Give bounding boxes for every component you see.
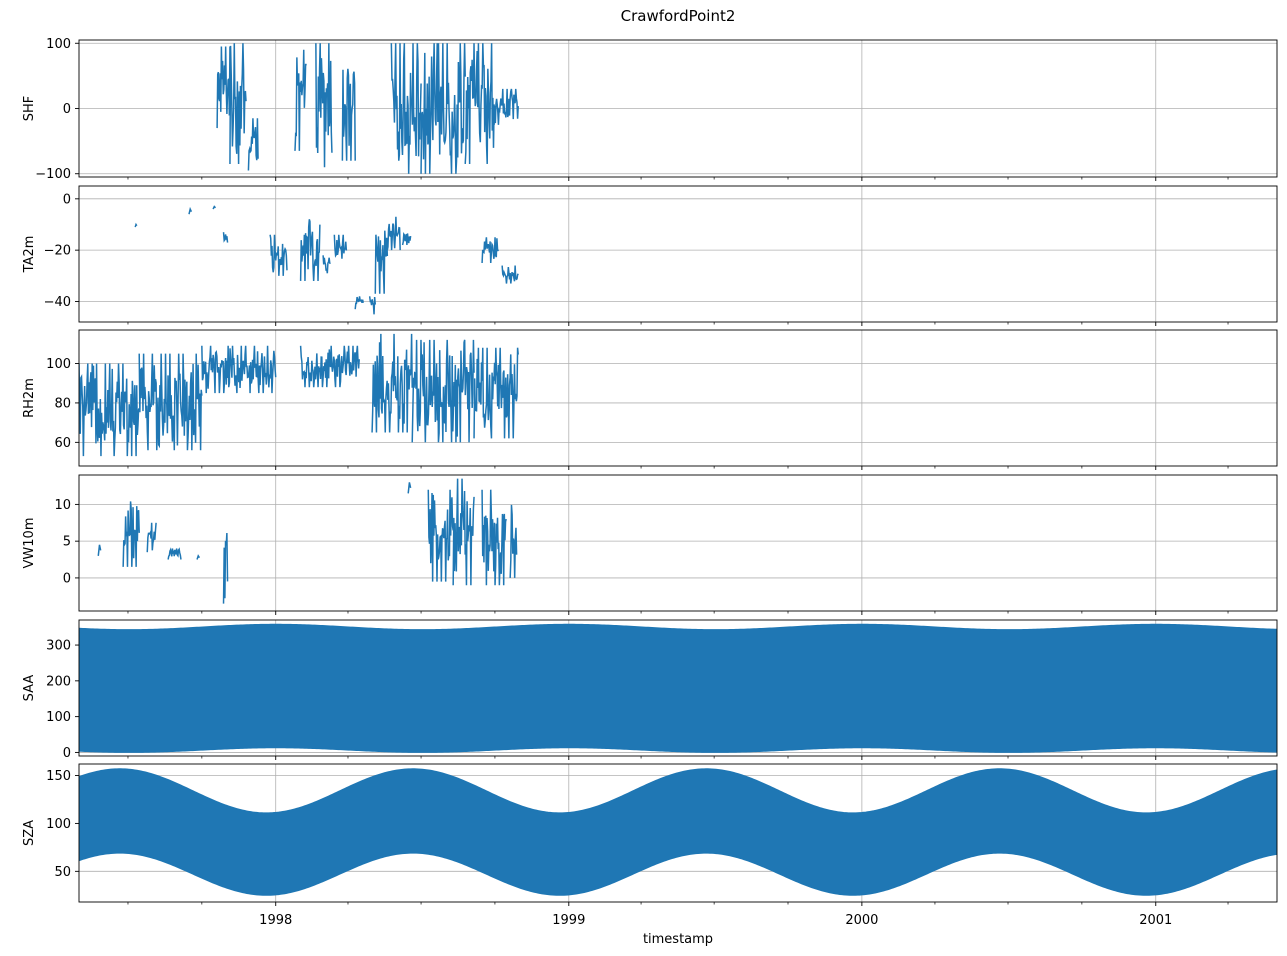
data-segment (464, 43, 495, 164)
data-segment (138, 353, 203, 451)
data-segment (97, 544, 102, 556)
x-tick-label: 1998 (259, 913, 292, 928)
data-segment (247, 118, 259, 171)
y-tick-label: 100 (46, 817, 71, 832)
subplot-rh2m: 100 80 60 RH2m (22, 329, 1278, 470)
y-tick-label: 5 (63, 535, 71, 550)
data-segment (222, 232, 229, 243)
axes-frame (78, 474, 1278, 612)
data-segment (427, 489, 454, 582)
series-saa (79, 623, 1277, 753)
data-segment (315, 43, 333, 168)
y-tick-label: 0 (63, 102, 71, 117)
data-segment (196, 554, 201, 560)
data-segment (386, 216, 401, 251)
subplot-saa: 300 200 100 0 SAA (22, 619, 1278, 761)
data-segment (222, 533, 229, 604)
axes-frame (78, 329, 1278, 467)
data-segment (146, 522, 157, 553)
data-segment (371, 333, 413, 433)
data-segment (79, 363, 140, 457)
y-tick-label: 100 (46, 37, 71, 52)
data-segment (493, 88, 519, 125)
data-segment (374, 230, 389, 294)
data-segment (368, 296, 377, 315)
data-segment (473, 347, 519, 439)
data-segment (420, 43, 466, 174)
y-tick-label: 100 (46, 357, 71, 372)
data-segment (401, 232, 412, 246)
data-segment (452, 478, 475, 586)
y-tick-label: 0 (63, 571, 71, 586)
y-axis-label: VW10m (22, 518, 37, 569)
subplot-sza: 150 100 50 SZA 1998 1999 2000 2001 (22, 763, 1278, 928)
data-band (79, 623, 1277, 753)
data-segment (390, 43, 422, 174)
y-axis-label: RH2m (22, 378, 37, 418)
data-segment (333, 234, 348, 259)
data-segment (134, 222, 138, 228)
data-segment (322, 255, 331, 274)
y-tick-label: 200 (46, 674, 71, 689)
data-segment (481, 489, 507, 586)
series-vw10m (97, 478, 518, 604)
data-segment (122, 501, 140, 567)
y-tick-label: −100 (35, 167, 71, 182)
data-segment (299, 219, 321, 281)
data-segment (501, 265, 519, 284)
data-segment (216, 46, 231, 129)
data-segment (481, 237, 499, 264)
x-axis-label: timestamp (643, 932, 713, 947)
y-tick-label: 60 (54, 436, 71, 451)
y-tick-label: 50 (54, 865, 71, 880)
series-ta2m (134, 205, 519, 315)
y-tick-label: 0 (63, 746, 71, 761)
subplot-stack: 1000−100SHF0−20−40TA2m1008060RH2m1050VW1… (22, 37, 1278, 928)
data-segment (167, 547, 182, 560)
y-axis-label: SZA (22, 820, 37, 846)
y-axis-label: SAA (22, 675, 37, 702)
y-tick-label: 80 (54, 396, 71, 411)
data-segment (411, 339, 475, 443)
data-band (79, 768, 1277, 896)
data-segment (354, 296, 364, 310)
y-tick-label: 0 (63, 192, 71, 207)
x-tick-label: 2000 (845, 913, 878, 928)
y-tick-label: 150 (46, 769, 71, 784)
subplot-ta2m: 0 −20 −40 TA2m (22, 185, 1278, 326)
data-segment (229, 43, 247, 164)
series-shf (216, 43, 519, 174)
data-segment (509, 504, 518, 578)
data-segment (294, 49, 307, 151)
x-tick-label: 2001 (1139, 913, 1172, 928)
axes-frame (78, 763, 1278, 903)
x-tick-label: 1999 (552, 913, 585, 928)
data-segment (407, 482, 412, 494)
subplot-shf: 100 0 −100 SHF (22, 37, 1278, 182)
y-tick-label: −20 (44, 244, 71, 259)
data-segment (341, 68, 356, 161)
series-sza (79, 768, 1277, 896)
subplot-vw10m: 10 5 0 VW10m (22, 474, 1278, 615)
data-segment (188, 206, 193, 215)
axes-frame (78, 185, 1278, 323)
data-segment (212, 205, 217, 210)
y-tick-label: 100 (46, 710, 71, 725)
y-axis-label: TA2m (22, 236, 37, 274)
y-tick-label: −40 (44, 295, 71, 310)
series-rh2m (79, 333, 519, 457)
y-axis-label: SHF (22, 96, 37, 122)
data-segment (269, 234, 288, 276)
y-tick-label: 10 (54, 498, 71, 513)
axes-frame (78, 619, 1278, 757)
data-segment (201, 345, 277, 394)
y-tick-label: 300 (46, 639, 71, 654)
data-segment (299, 345, 360, 388)
chart-title: CrawfordPoint2 (621, 7, 736, 25)
